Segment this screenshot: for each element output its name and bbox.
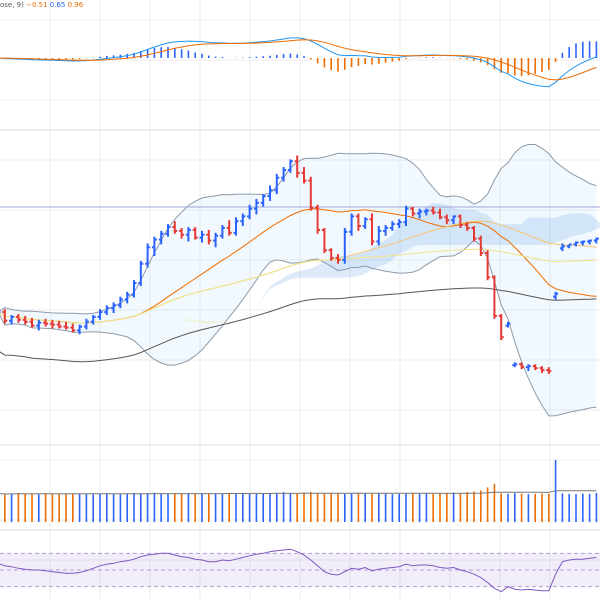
macd-value: −0.51 <box>26 1 47 9</box>
macd-histogram-value: 0.96 <box>68 1 84 9</box>
cloud-segment <box>277 278 284 286</box>
cloud-segment <box>596 220 600 230</box>
bollinger-band-fill <box>0 145 596 416</box>
macd-legend: ose, 9) −0.51 0.65 0.96 <box>0 1 83 10</box>
macd-signal-value: 0.65 <box>50 1 66 9</box>
cloud-segment <box>263 286 270 297</box>
cloud-segment <box>256 296 263 307</box>
cloud-segment <box>284 274 291 283</box>
cloud-segment <box>318 261 325 278</box>
cloud-segment <box>304 269 311 278</box>
ohlc-bar-down <box>499 314 504 340</box>
cloud-segment <box>236 315 243 318</box>
macd-line <box>0 38 596 87</box>
cloud-segment <box>311 266 318 278</box>
cloud-segment <box>270 282 277 289</box>
ohlc-bar-up <box>512 362 517 367</box>
macd-legend-label: ose, 9) <box>0 1 24 9</box>
cloud-segment <box>229 318 236 319</box>
cloud-segment <box>290 271 297 279</box>
cloud-segment <box>243 313 250 315</box>
macd-histogram <box>0 41 596 76</box>
volume-moving-average-line <box>0 491 596 494</box>
cloud-segment <box>297 270 304 278</box>
volume-bars <box>0 460 596 522</box>
